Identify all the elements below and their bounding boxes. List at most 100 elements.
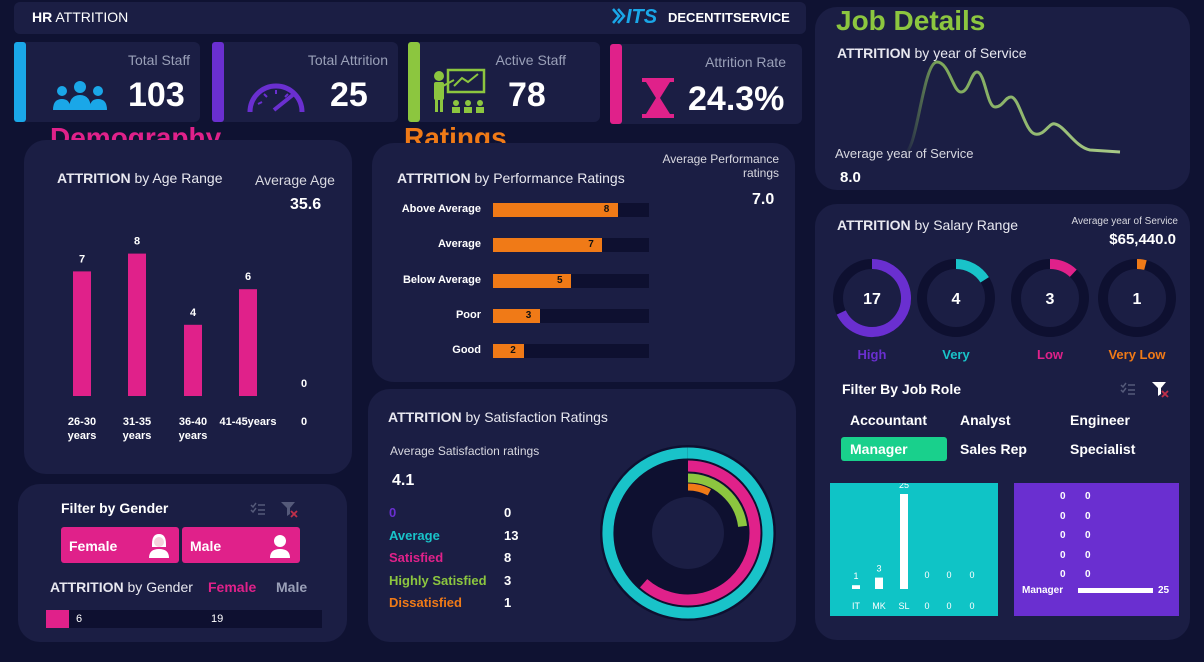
rating-label: Poor <box>455 308 481 321</box>
gender-bar-track: 6 19 <box>46 610 322 628</box>
kpi-value: 103 <box>128 76 185 114</box>
rating-bar <box>493 238 603 253</box>
presentation-icon <box>434 68 486 113</box>
satisfaction-ring <box>687 473 748 528</box>
department-category: MK <box>872 601 886 611</box>
role-zero-value: 0 <box>1085 491 1091 502</box>
rating-label: Below Average <box>402 273 481 286</box>
rating-bar-value: 5 <box>557 274 563 286</box>
age-bar-label: 36-40 <box>179 416 207 428</box>
female-icon <box>149 534 169 558</box>
job-filter-title: Filter By Job Role <box>842 381 962 397</box>
age-bar-label: years <box>123 430 152 442</box>
service-panel: Job Details ATTRITION by year of Service… <box>815 5 1190 190</box>
rating-label: Good <box>452 344 481 357</box>
avg-performance-value: 7.0 <box>752 191 775 208</box>
department-bar <box>900 494 908 589</box>
department-bar-value: 1 <box>853 571 858 581</box>
salary-panel: ATTRITION by Salary Range Average year o… <box>815 204 1190 640</box>
multi-select-icon[interactable] <box>1120 382 1136 396</box>
satisfaction-ring <box>602 447 774 619</box>
age-bar-value: 0 <box>301 378 307 390</box>
department-category: IT <box>852 601 861 611</box>
rating-label: Average <box>437 238 481 251</box>
kpi-value: 24.3% <box>688 80 785 118</box>
gauge-icon <box>247 83 305 113</box>
satisfaction-legend-value: 1 <box>504 595 512 610</box>
role-bar <box>1078 588 1153 593</box>
role-specialist-button[interactable]: Specialist <box>1070 441 1136 457</box>
service-line <box>904 60 1121 154</box>
satisfaction-legend-value: 8 <box>504 550 512 565</box>
salary-chart-title: ATTRITION by Salary Range <box>837 217 1019 233</box>
role-zero-value: 0 <box>1060 491 1066 502</box>
multi-select-icon[interactable] <box>250 502 266 516</box>
age-bar <box>73 271 91 396</box>
age-bar-label: 31-35 <box>123 416 151 428</box>
avg-satisfaction-value: 4.1 <box>392 472 415 489</box>
salary-ring-fill <box>1049 259 1077 278</box>
avg-performance-label: Average Performance ratings <box>662 152 779 180</box>
rating-bar-value: 3 <box>525 309 532 321</box>
header-bar: HR ATTRITION ITS DECENTITSERVICE <box>14 2 806 34</box>
role-zero-value: 0 <box>1060 530 1066 541</box>
kpi-card-total-staff: Total Staff 103 <box>14 42 200 122</box>
male-filter-button[interactable]: Male <box>182 527 300 563</box>
kpi-accent <box>14 42 26 122</box>
age-bar-chart: 7 26-30 years 8 31-35 years 4 36-40 years 6 41-45y… <box>68 236 307 442</box>
role-engineer-button[interactable]: Engineer <box>1070 412 1130 428</box>
age-bar-label: years <box>68 430 97 442</box>
salary-ring-fill <box>1136 259 1147 270</box>
kpi-accent <box>212 42 224 122</box>
rating-bar <box>493 308 540 323</box>
female-filter-button[interactable]: Female <box>61 527 179 563</box>
avg-service-label: Average year of Service <box>835 146 974 161</box>
people-icon <box>53 81 107 110</box>
role-zero-value: 0 <box>1060 549 1066 561</box>
role-accountant-button[interactable]: Accountant <box>850 412 927 428</box>
role-bar-value: 25 <box>1158 585 1170 596</box>
avg-age-value: 35.6 <box>290 196 322 213</box>
kpi-label: Total Attrition <box>307 52 388 68</box>
rating-bar-track <box>493 344 649 359</box>
its-logo: ITS <box>612 6 657 29</box>
kpi-label: Total Staff <box>127 52 190 68</box>
salary-ring-label: High <box>857 347 887 362</box>
clear-filter-icon[interactable] <box>1151 380 1169 398</box>
satisfaction-legend-label: Satisfied <box>389 550 444 565</box>
department-bar-value: 3 <box>876 564 881 574</box>
role-manager-button[interactable]: Manager <box>841 437 947 461</box>
department-bar <box>875 577 883 589</box>
satisfaction-donut <box>600 445 776 621</box>
gender-panel: Filter by Gender Female Male ATTRITION b… <box>18 484 347 642</box>
age-bar-label: 41-45years <box>220 416 277 428</box>
age-bar-label: 26-30 <box>68 416 96 428</box>
satisfaction-legend-value: 3 <box>504 572 512 588</box>
hourglass-icon <box>642 78 674 118</box>
age-bar <box>184 324 202 396</box>
salary-ring-value: 3 <box>1046 291 1055 308</box>
male-icon <box>270 535 290 558</box>
rating-bar-value: 7 <box>588 239 594 251</box>
gender-filter-title: Filter by Gender <box>61 500 169 516</box>
age-chart-title: ATTRITION by Age Range <box>57 170 223 186</box>
role-analyst-button[interactable]: Analyst <box>960 412 1011 428</box>
avg-age-label: Average Age <box>255 172 335 188</box>
satisfaction-legend-label: Dissatisfied <box>389 595 462 610</box>
satisfaction-ring <box>687 483 711 496</box>
salary-ring: 1 <box>1098 259 1176 337</box>
clear-filter-icon[interactable] <box>280 500 298 518</box>
age-bar-value: 8 <box>134 236 140 248</box>
kpi-card-total-attrition: Total Attrition 25 <box>212 42 398 122</box>
kpi-value: 78 <box>508 76 546 114</box>
salary-ring: 4 <box>917 259 995 337</box>
satisfaction-legend-label: Average <box>389 527 440 543</box>
department-bar-value: 0 <box>946 570 951 580</box>
role-sales-rep-button[interactable]: Sales Rep <box>960 441 1027 457</box>
gender-female-value: 6 <box>76 613 83 625</box>
logo-arrow-icon <box>612 8 626 24</box>
role-zero-value: 0 <box>1060 569 1066 580</box>
rating-bar <box>493 203 618 217</box>
satisfaction-legend-value: 0 <box>504 505 512 520</box>
salary-ring-label: Very <box>942 347 970 362</box>
